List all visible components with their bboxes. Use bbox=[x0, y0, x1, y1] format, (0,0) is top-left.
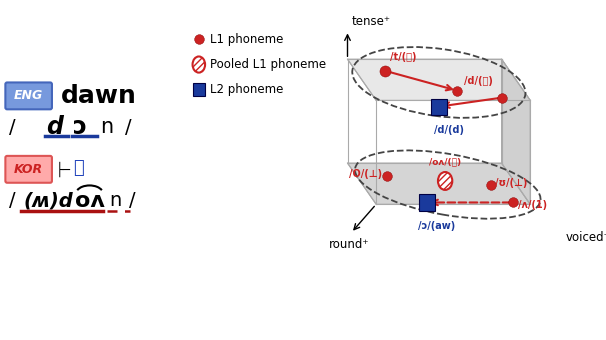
Bar bbox=[431, 99, 447, 115]
Text: tense⁺: tense⁺ bbox=[352, 15, 391, 28]
Text: KOR: KOR bbox=[14, 163, 43, 176]
Ellipse shape bbox=[193, 56, 205, 73]
Text: oʌ: oʌ bbox=[75, 191, 105, 211]
Text: round⁺: round⁺ bbox=[329, 238, 370, 251]
Text: /oʌ/(⫯): /oʌ/(⫯) bbox=[429, 158, 461, 167]
Text: /: / bbox=[9, 118, 16, 137]
Text: (ʍ)d: (ʍ)d bbox=[23, 191, 73, 210]
Text: /ɔ/(aw): /ɔ/(aw) bbox=[418, 221, 456, 231]
Text: ENG: ENG bbox=[14, 89, 43, 102]
Text: L2 phoneme: L2 phoneme bbox=[210, 83, 283, 96]
Polygon shape bbox=[347, 59, 530, 100]
Text: d: d bbox=[47, 115, 64, 139]
FancyBboxPatch shape bbox=[5, 83, 52, 109]
Text: ├─: ├─ bbox=[56, 162, 70, 177]
Polygon shape bbox=[502, 59, 530, 204]
Text: Pooled L1 phoneme: Pooled L1 phoneme bbox=[210, 58, 325, 71]
Text: /ʊ/(⊥): /ʊ/(⊥) bbox=[495, 178, 528, 188]
Text: /t/(ㄷ): /t/(ㄷ) bbox=[390, 52, 416, 62]
Text: voiced⁺: voiced⁺ bbox=[566, 231, 606, 244]
Ellipse shape bbox=[438, 172, 452, 190]
Text: /: / bbox=[9, 191, 16, 210]
Text: L1 phoneme: L1 phoneme bbox=[210, 33, 283, 46]
Text: n: n bbox=[109, 191, 122, 210]
Text: n: n bbox=[101, 117, 113, 137]
Text: /d/(d): /d/(d) bbox=[435, 125, 464, 135]
Bar bbox=[419, 194, 435, 210]
Text: /d/(ㄷ): /d/(ㄷ) bbox=[464, 76, 493, 86]
Polygon shape bbox=[347, 163, 530, 204]
Text: dawn: dawn bbox=[61, 84, 137, 108]
Text: ɔ: ɔ bbox=[73, 115, 87, 139]
Text: 돈: 돈 bbox=[73, 158, 84, 176]
Text: /: / bbox=[129, 191, 136, 210]
Text: /O/(⊥): /O/(⊥) bbox=[349, 169, 382, 179]
Text: /ʌ/(1): /ʌ/(1) bbox=[518, 200, 547, 210]
Bar bbox=[193, 83, 205, 96]
FancyBboxPatch shape bbox=[5, 156, 52, 183]
Text: /: / bbox=[125, 118, 132, 137]
